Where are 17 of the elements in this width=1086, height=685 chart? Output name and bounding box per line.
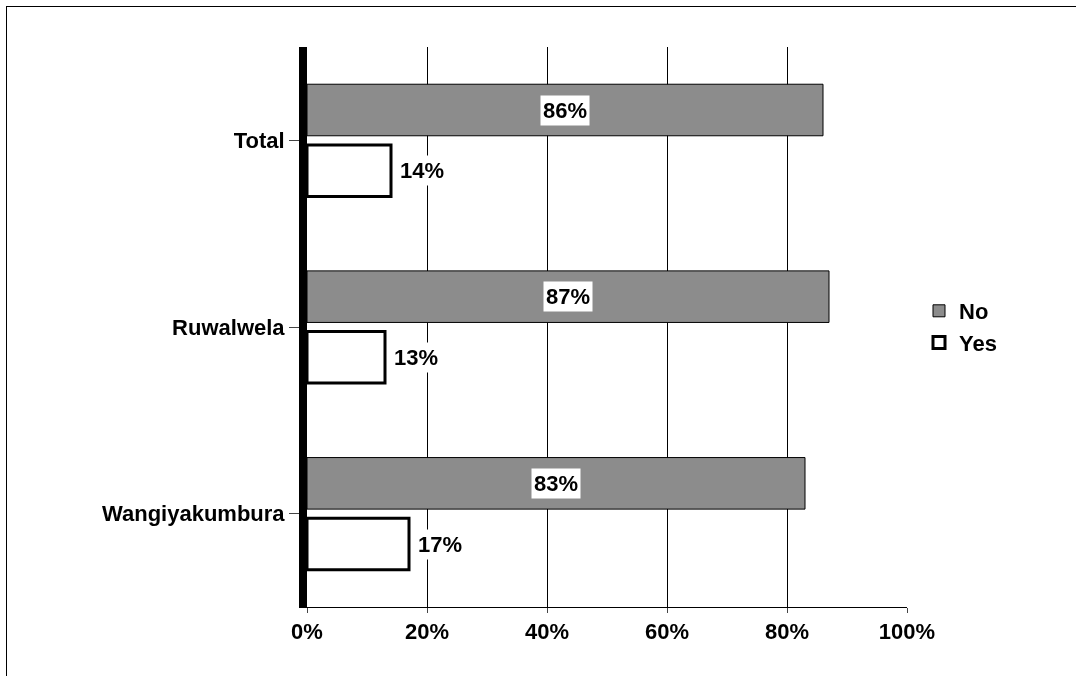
data-label: 17% <box>418 532 463 557</box>
data-label: 86% <box>543 98 588 123</box>
data-label: 87% <box>546 284 591 309</box>
x-tick-label: 80% <box>764 619 810 645</box>
y-tick-label: Total <box>233 128 285 154</box>
y-tick-label: Ruwalwela <box>172 314 286 340</box>
data-label: 14% <box>400 158 445 183</box>
legend-label: No <box>959 299 989 325</box>
x-tick-label: 20% <box>404 619 450 645</box>
data-label: 83% <box>534 471 579 496</box>
x-tick-label: 100% <box>878 619 936 645</box>
x-tick-label: 40% <box>524 619 570 645</box>
y-tick-label: Wangiyakumbura <box>102 501 286 527</box>
data-label: 13% <box>394 345 439 370</box>
x-tick-label: 0% <box>291 619 323 645</box>
x-tick-label: 60% <box>644 619 690 645</box>
legend-label: Yes <box>959 330 997 356</box>
